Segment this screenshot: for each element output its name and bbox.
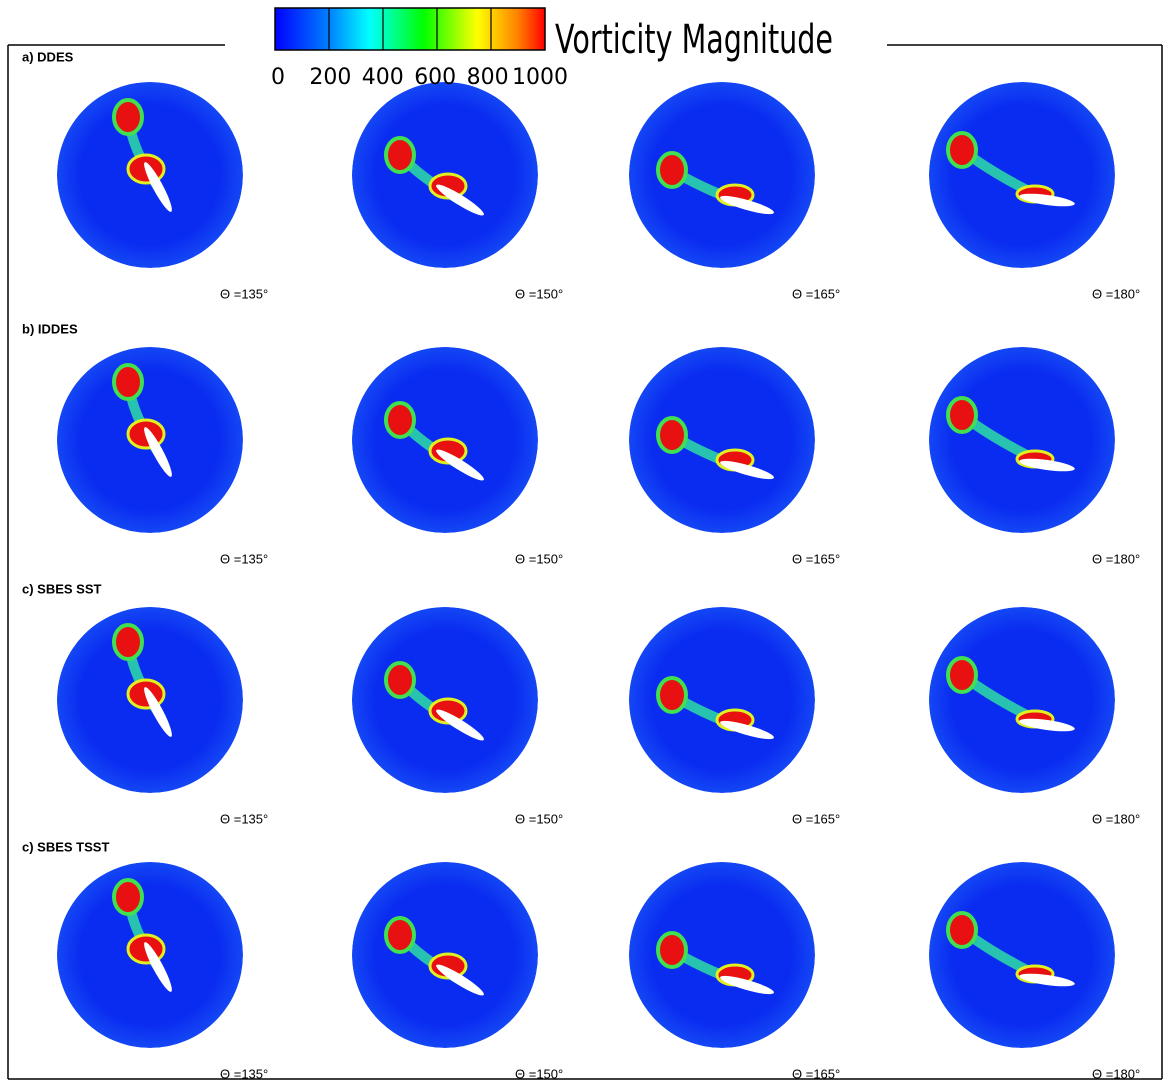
angle-label: Θ =165° [792,286,840,301]
colorbar-tick-label: 0 [271,65,285,90]
contour-plot [352,862,538,1048]
contour-plot [57,82,243,268]
colorbar-tick-label: 800 [467,65,509,90]
angle-label: Θ =150° [515,286,563,301]
figure: Vorticity Magnitude a) DDES Θ =135° Θ =150… [0,0,1168,1083]
row-label: c) SBES SST [22,581,102,596]
vortex [114,100,142,134]
vortex [658,933,686,967]
row-label: b) IDDES [22,321,78,336]
vortex [386,403,414,437]
colorbar-tick-label: 600 [414,65,456,90]
vortex [948,913,976,947]
angle-label: Θ =165° [792,811,840,826]
contour-plot [629,607,815,793]
angle-label: Θ =135° [220,286,268,301]
vortex [386,663,414,697]
angle-label: Θ =180° [1092,551,1140,566]
vortex [948,658,976,692]
angle-label: Θ =180° [1092,811,1140,826]
angle-label: Θ =135° [220,1066,268,1081]
vortex [658,418,686,452]
angle-label: Θ =165° [792,551,840,566]
contour-plot [929,862,1115,1048]
contour-plot [929,347,1115,533]
contour-plot [929,82,1115,268]
colorbar-title: Vorticity Magnitude [555,17,833,63]
domain [929,82,1115,268]
vortex [386,918,414,952]
angle-label: Θ =150° [515,1066,563,1081]
domain [929,862,1115,1048]
contour-plot [352,607,538,793]
colorbar-tick-label: 400 [362,65,404,90]
angle-label: Θ =180° [1092,286,1140,301]
angle-label: Θ =135° [220,551,268,566]
angle-label: Θ =150° [515,551,563,566]
colorbar-tick-label: 200 [309,65,351,90]
row-label: c) SBES TSST [22,839,109,854]
colorbar: Vorticity Magnitude [275,8,833,63]
vortex [658,153,686,187]
angle-label: Θ =165° [792,1066,840,1081]
vortex [114,365,142,399]
contour-plot [629,82,815,268]
contour-plot [57,607,243,793]
angle-label: Θ =135° [220,811,268,826]
domain [929,347,1115,533]
contour-plot [929,607,1115,793]
vortex [386,138,414,172]
row-label: a) DDES [22,49,74,64]
angle-label: Θ =180° [1092,1066,1140,1081]
vortex [114,880,142,914]
contour-plot [352,347,538,533]
contour-plot [57,347,243,533]
contour-plot [629,347,815,533]
vortex [658,678,686,712]
vortex [114,625,142,659]
contour-plot [352,82,538,268]
contour-plot [57,862,243,1048]
contour-plot [629,862,815,1048]
vortex [948,398,976,432]
domain [929,607,1115,793]
vortex [948,133,976,167]
angle-label: Θ =150° [515,811,563,826]
colorbar-tick-label: 1000 [512,65,568,90]
